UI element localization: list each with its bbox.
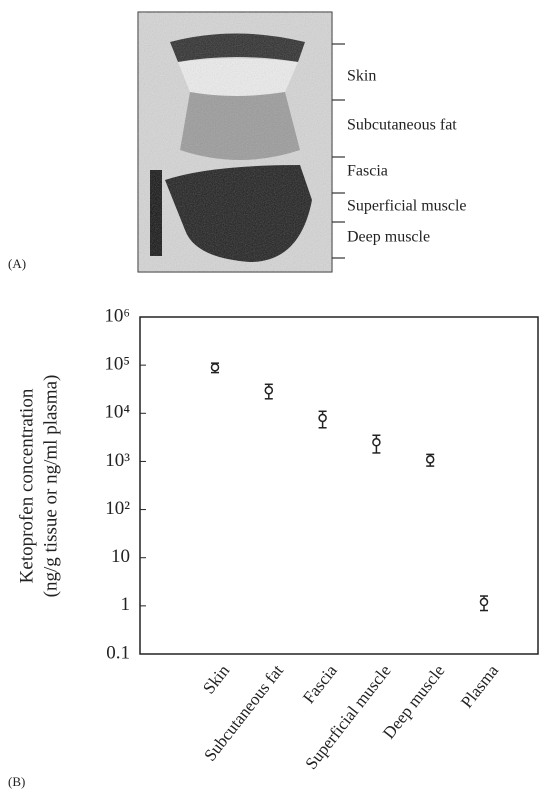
y-tick-label: 1 — [121, 594, 131, 615]
data-point — [427, 456, 434, 463]
data-point — [212, 364, 219, 371]
data-point — [481, 599, 488, 606]
layer-label: Deep muscle — [347, 229, 430, 246]
y-tick-label: 10³ — [105, 450, 130, 471]
y-tick-label: 10⁵ — [104, 354, 130, 375]
y-axis-label: Ketoprofen concentration — [16, 388, 37, 583]
y-axis-label: (ng/g tissue or ng/ml plasma) — [40, 375, 61, 598]
tissue-photo — [138, 12, 345, 272]
figure: (A) Skin Subcutaneous fat Fascia Superfi… — [0, 0, 539, 793]
y-tick-label: 0.1 — [106, 642, 130, 663]
y-tick-label: 10 — [111, 546, 130, 567]
y-tick-label: 10⁴ — [104, 402, 130, 423]
layer-label: Fascia — [347, 163, 388, 180]
x-tick-label: Skin — [199, 661, 233, 698]
x-tick-label: Plasma — [457, 661, 502, 712]
panel-label: (B) — [8, 774, 25, 789]
data-point — [319, 414, 326, 421]
layer-label: Subcutaneous fat — [347, 117, 457, 134]
layer-label: Skin — [347, 68, 376, 85]
data-point — [373, 439, 380, 446]
plot-frame — [140, 317, 538, 654]
layer-label: Superficial muscle — [347, 198, 467, 215]
y-tick-label: 10⁶ — [104, 305, 130, 326]
x-tick-label: Fascia — [299, 661, 341, 707]
panel-label: (A) — [8, 256, 26, 271]
data-point — [265, 387, 272, 394]
y-tick-label: 10² — [105, 498, 130, 519]
page: (A) Skin Subcutaneous fat Fascia Superfi… — [0, 0, 539, 793]
